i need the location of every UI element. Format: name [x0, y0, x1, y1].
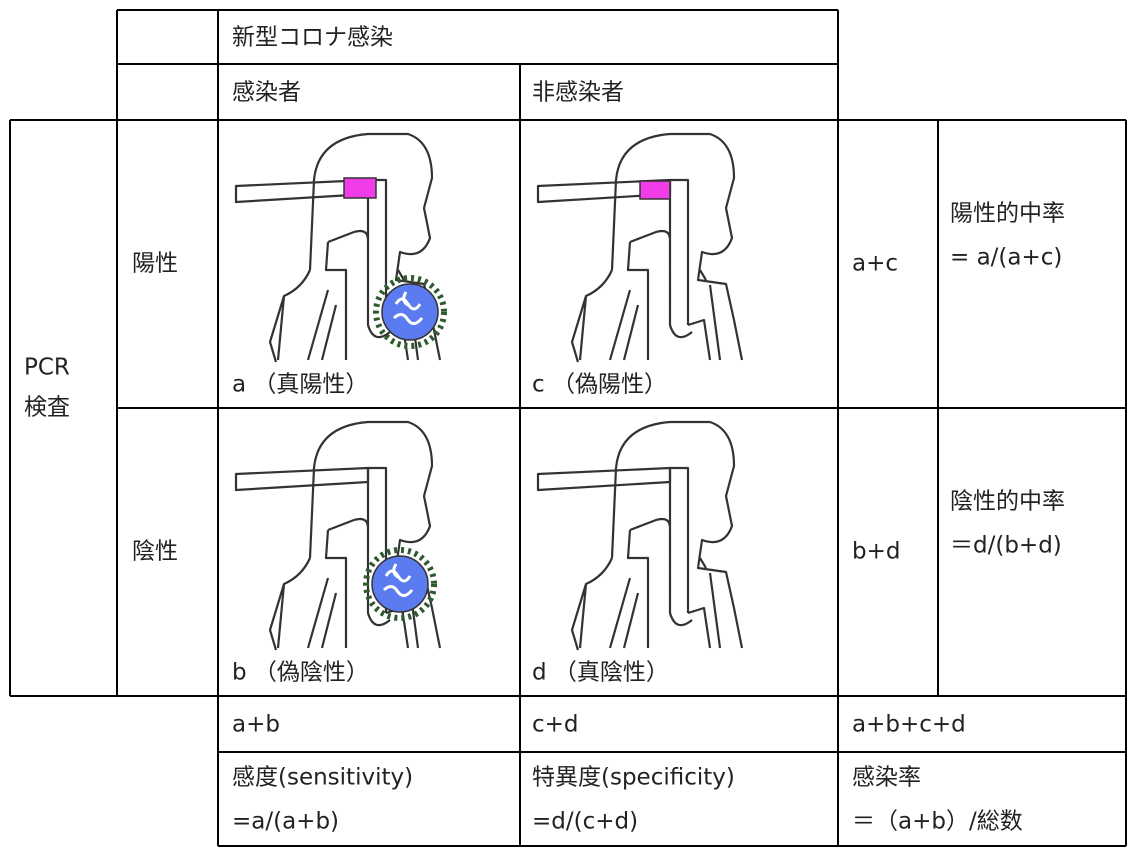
column-metric: 感度(sensitivity)	[232, 765, 413, 791]
row-metric: 陰性的中率	[950, 489, 1065, 515]
column-total: a+b+c+d	[852, 712, 966, 738]
row-label: 陽性	[132, 251, 178, 277]
row-total: b+d	[852, 539, 900, 565]
column-metric: ＝（a+b）/総数	[852, 809, 1023, 835]
cell-caption: a （真陽性）	[232, 372, 368, 398]
column-metric: =d/(c+d)	[532, 809, 638, 835]
cell-caption: d （真陰性）	[532, 660, 669, 686]
header-uninfected: 非感染者	[532, 80, 624, 106]
column-metric: =a/(a+b)	[232, 809, 339, 835]
table-grid	[9, 9, 1127, 847]
row-metric: = a/(a+c)	[950, 245, 1062, 271]
header-infected: 感染者	[232, 80, 301, 106]
row-metric: ＝d/(b+d)	[950, 533, 1062, 559]
row-total: a+c	[852, 251, 898, 277]
cell-caption: b （偽陰性）	[232, 660, 369, 686]
row-label: 陰性	[132, 539, 178, 565]
cell-caption: c （偽陽性）	[532, 372, 667, 398]
test-label: PCR	[24, 355, 70, 381]
column-total: c+d	[532, 712, 579, 738]
row-metric: 陽性的中率	[950, 201, 1065, 227]
test-label: 検査	[24, 395, 70, 421]
illustrations	[234, 132, 744, 652]
column-total: a+b	[232, 712, 280, 738]
header-title: 新型コロナ感染	[232, 25, 393, 51]
column-metric: 特異度(specificity)	[532, 765, 735, 791]
column-metric: 感染率	[852, 765, 921, 791]
